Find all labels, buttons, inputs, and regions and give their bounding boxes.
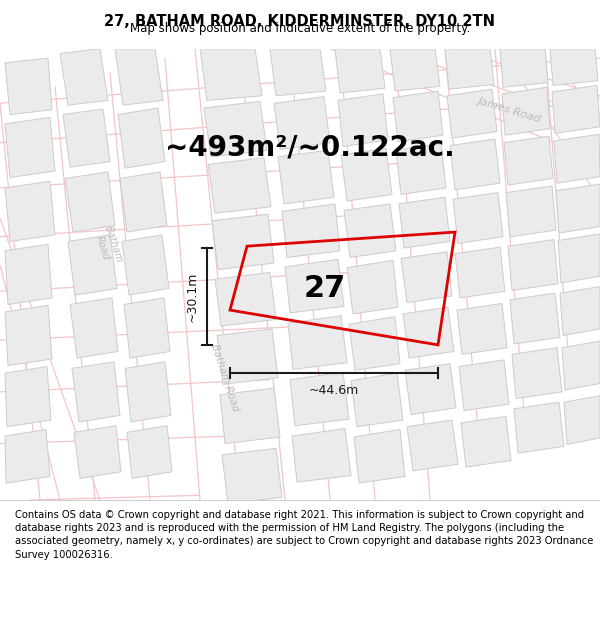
Polygon shape [290,372,349,426]
Polygon shape [200,49,262,101]
Polygon shape [118,108,165,168]
Polygon shape [550,49,598,86]
Text: ~30.1m: ~30.1m [186,271,199,322]
Polygon shape [127,426,172,478]
Polygon shape [396,144,446,194]
Polygon shape [390,49,440,91]
Text: 27, BATHAM ROAD, KIDDERMINSTER, DY10 2TN: 27, BATHAM ROAD, KIDDERMINSTER, DY10 2TN [104,14,496,29]
Polygon shape [564,396,600,444]
Polygon shape [5,244,52,304]
Polygon shape [399,198,450,248]
Polygon shape [344,204,396,258]
Polygon shape [401,252,452,302]
Polygon shape [288,316,347,369]
Polygon shape [120,172,167,232]
Polygon shape [504,136,553,185]
Polygon shape [407,420,458,471]
Text: ~44.6m: ~44.6m [309,384,359,398]
Polygon shape [5,118,55,178]
Polygon shape [455,247,505,298]
Polygon shape [351,373,403,427]
Text: Batham
Road: Batham Road [92,224,124,268]
Polygon shape [5,366,51,427]
Polygon shape [341,148,392,201]
Polygon shape [222,448,282,504]
Polygon shape [72,362,120,422]
Text: 27: 27 [304,274,346,302]
Polygon shape [270,49,326,96]
Text: Batham Road: Batham Road [209,342,241,413]
Polygon shape [70,298,118,358]
Polygon shape [403,308,454,358]
Polygon shape [65,172,115,232]
Text: ~493m²/~0.122ac.: ~493m²/~0.122ac. [165,134,455,161]
Polygon shape [5,181,55,241]
Polygon shape [278,150,334,204]
Polygon shape [125,362,171,422]
Polygon shape [335,49,385,93]
Polygon shape [285,259,344,313]
Polygon shape [562,341,600,390]
Polygon shape [510,293,560,344]
Polygon shape [204,101,267,157]
Polygon shape [282,204,340,258]
Polygon shape [122,235,169,295]
Polygon shape [115,49,163,105]
Polygon shape [502,88,550,135]
Polygon shape [506,186,556,237]
Polygon shape [556,184,600,233]
Polygon shape [63,109,110,168]
Polygon shape [453,192,503,243]
Polygon shape [393,91,443,142]
Text: Contains OS data © Crown copyright and database right 2021. This information is : Contains OS data © Crown copyright and d… [15,510,593,559]
Polygon shape [217,329,278,384]
Polygon shape [349,317,400,370]
Text: James Road: James Road [477,96,543,124]
Polygon shape [338,94,388,146]
Polygon shape [215,272,276,326]
Polygon shape [68,235,117,295]
Text: Map shows position and indicative extent of the property.: Map shows position and indicative extent… [130,22,470,35]
Polygon shape [212,214,274,269]
Polygon shape [124,298,170,358]
Polygon shape [5,429,50,483]
Polygon shape [447,89,497,138]
Polygon shape [405,364,456,414]
Polygon shape [459,360,509,411]
Polygon shape [5,306,52,366]
Polygon shape [5,58,52,114]
Polygon shape [74,426,121,478]
Polygon shape [354,429,405,483]
Polygon shape [60,49,108,105]
Polygon shape [208,158,271,213]
Polygon shape [450,139,500,190]
Polygon shape [554,134,600,183]
Polygon shape [514,402,564,453]
Polygon shape [220,388,280,444]
Polygon shape [512,348,562,399]
Polygon shape [445,49,494,89]
Polygon shape [558,234,600,283]
Polygon shape [560,287,600,336]
Polygon shape [292,429,351,482]
Polygon shape [461,416,511,467]
Polygon shape [500,49,548,88]
Polygon shape [552,86,600,133]
Polygon shape [347,260,398,314]
Polygon shape [508,239,558,291]
Polygon shape [457,304,507,354]
Polygon shape [274,97,330,149]
